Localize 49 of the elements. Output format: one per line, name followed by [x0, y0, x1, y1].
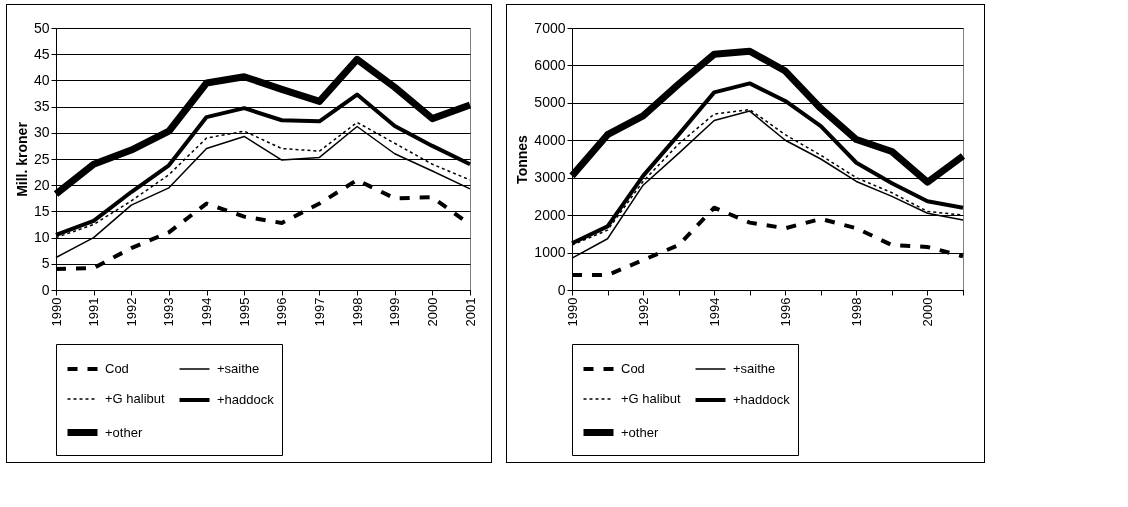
- y-tick-label: 15: [33, 202, 50, 219]
- x-tick-label: 1997: [311, 297, 327, 327]
- y-tick-label: 5000: [534, 94, 566, 111]
- y-axis-title: Tonnes: [514, 134, 531, 184]
- legend-label: +haddock: [733, 392, 791, 407]
- legend-label: +G halibut: [621, 391, 682, 406]
- x-tick-label: 2000: [424, 297, 440, 327]
- legend-label: +other: [621, 424, 659, 440]
- y-tick-label: 50: [33, 19, 50, 36]
- y-tick-label: 35: [33, 98, 50, 115]
- y-tick-label: 2000: [534, 206, 566, 223]
- x-tick-label: 1990: [564, 297, 580, 327]
- y-tick-label: 6000: [534, 56, 566, 73]
- y-tick-label: 4000: [534, 131, 566, 148]
- legend-label: +other: [105, 424, 143, 440]
- x-tick-label: 1996: [274, 297, 290, 327]
- x-tick-label: 1992: [635, 297, 651, 327]
- legend-label: +saithe: [217, 361, 260, 376]
- y-tick-label: 40: [33, 71, 50, 88]
- y-tick-label: 3000: [534, 169, 566, 186]
- x-tick-label: 1998: [848, 297, 864, 327]
- y-tick-label: 10: [33, 229, 50, 246]
- legend-label: +haddock: [217, 392, 275, 407]
- y-tick-label: 45: [33, 45, 50, 62]
- y-tick-label: 5: [41, 255, 50, 272]
- y-tick-label: 0: [41, 281, 50, 298]
- x-tick-label: 2001: [462, 297, 478, 327]
- x-tick-label: 1998: [349, 297, 365, 327]
- y-tick-label: 7000: [534, 19, 566, 36]
- y-tick-label: 20: [33, 176, 50, 193]
- x-tick-label: 1993: [161, 297, 177, 327]
- y-tick-label: 1000: [534, 244, 566, 261]
- x-tick-label: 1999: [387, 297, 403, 327]
- y-tick-label: 30: [33, 124, 50, 141]
- x-tick-label: 1994: [199, 297, 215, 327]
- x-tick-label: 1990: [48, 297, 64, 327]
- x-tick-label: 1992: [123, 297, 139, 327]
- x-tick-label: 2000: [919, 297, 935, 327]
- legend-label: +saithe: [733, 361, 776, 376]
- y-tick-label: 0: [557, 281, 566, 298]
- x-tick-label: 1996: [777, 297, 793, 327]
- x-tick-label: 1995: [236, 297, 252, 327]
- x-tick-label: 1991: [86, 297, 102, 327]
- y-tick-label: 25: [33, 150, 50, 167]
- legend-label: Cod: [621, 361, 645, 376]
- legend-label: +G halibut: [105, 391, 166, 406]
- x-tick-label: 1994: [706, 297, 722, 327]
- legend-label: Cod: [105, 361, 129, 376]
- y-axis-title: Mill. kroner: [13, 121, 30, 197]
